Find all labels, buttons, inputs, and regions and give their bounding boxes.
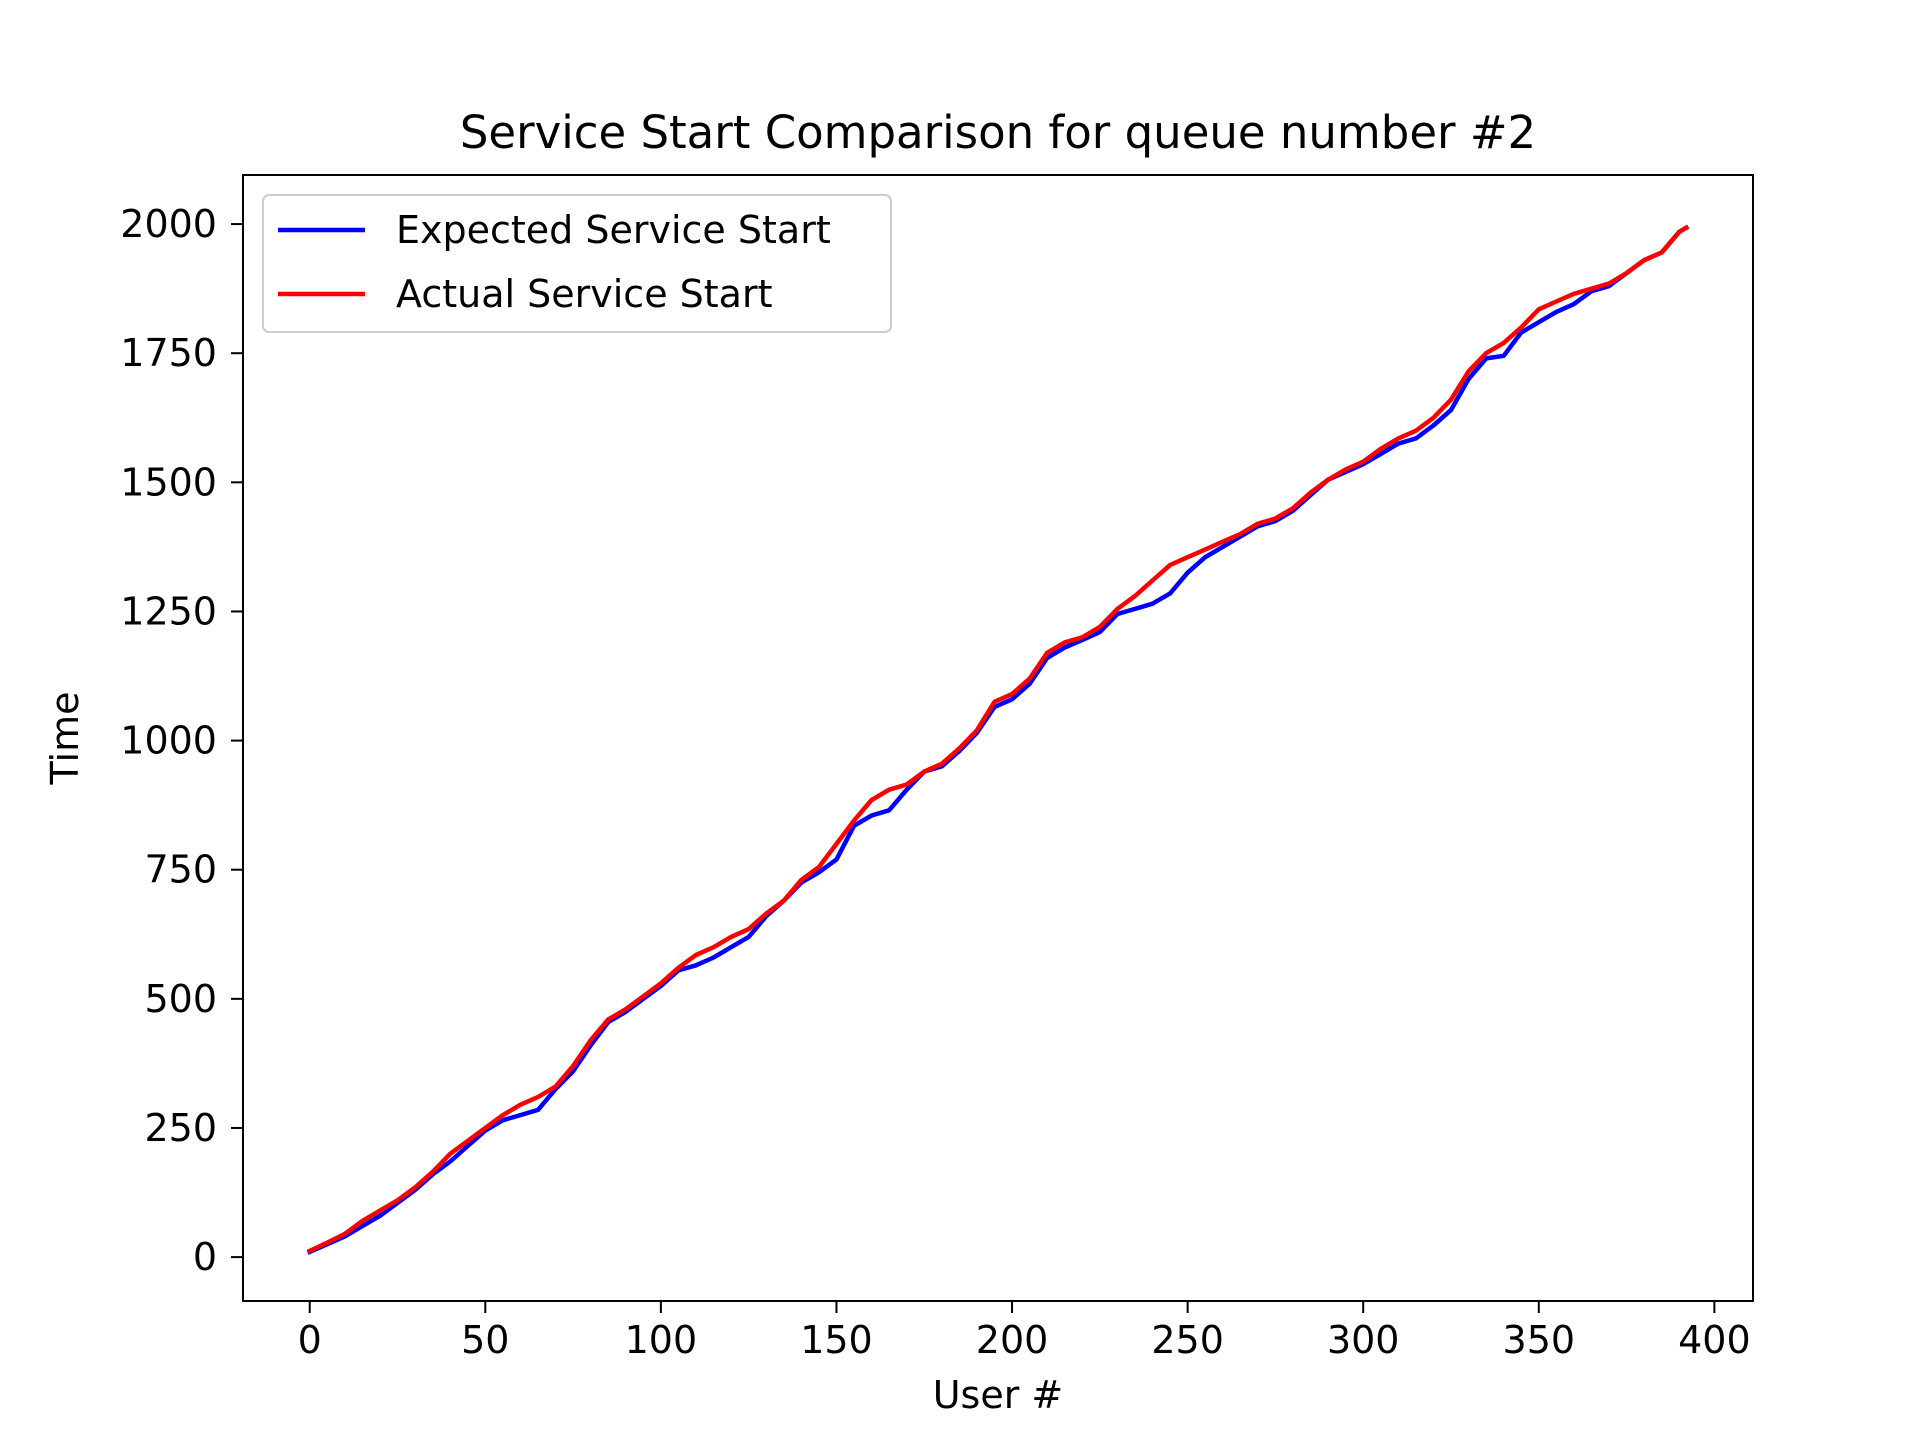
chart-title: Service Start Comparison for queue numbe…: [460, 106, 1536, 159]
y-tick-label: 250: [144, 1106, 217, 1150]
y-tick-label: 1750: [120, 331, 217, 375]
y-tick-label: 1500: [120, 460, 217, 504]
x-tick-label: 350: [1503, 1318, 1576, 1362]
plot-frame: [242, 174, 1754, 1302]
x-axis: 0 50 100 150 200 250 300 350 400: [298, 1301, 1751, 1362]
x-tick-label: 150: [800, 1318, 873, 1362]
x-tick-label: 400: [1678, 1318, 1751, 1362]
x-tick-label: 0: [298, 1318, 322, 1362]
x-tick-label: 200: [976, 1318, 1049, 1362]
y-axis: 0 250 500 750 1000 1250 1500 1750 2000: [120, 202, 243, 1279]
y-tick-label: 750: [144, 848, 217, 892]
legend-box: [262, 194, 892, 333]
legend: Expected Service Start Actual Service Sta…: [262, 194, 892, 333]
y-tick-label: 1000: [120, 719, 217, 763]
y-tick-label: 0: [193, 1235, 217, 1279]
expected-service-start-line: [306, 224, 1690, 1255]
x-tick-label: 50: [461, 1318, 509, 1362]
x-axis-label: User #: [933, 1373, 1064, 1417]
legend-label: Actual Service Start: [396, 272, 772, 316]
y-tick-label: 500: [144, 977, 217, 1021]
actual-service-start-line: [306, 224, 1690, 1254]
plot-area: [306, 224, 1690, 1255]
y-axis-label: Time: [43, 692, 87, 786]
legend-label: Expected Service Start: [396, 208, 831, 252]
x-tick-label: 100: [625, 1318, 698, 1362]
y-tick-label: 2000: [120, 202, 217, 246]
x-tick-label: 250: [1151, 1318, 1224, 1362]
x-tick-label: 300: [1327, 1318, 1400, 1362]
y-tick-label: 1250: [120, 589, 217, 633]
